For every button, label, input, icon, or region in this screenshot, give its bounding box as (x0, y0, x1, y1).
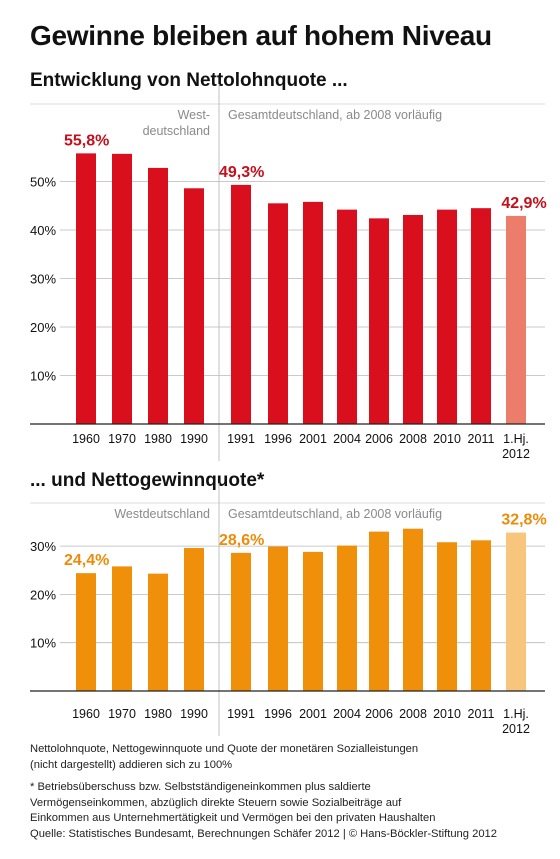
y-tick-label: 10% (30, 369, 56, 384)
data-label: 49,3% (219, 164, 264, 181)
note-line: Nettolohnquote, Nettogewinnquote und Quo… (30, 743, 419, 755)
x-tick-label: 1980 (144, 707, 172, 721)
x-tick-label: 2006 (365, 707, 393, 721)
x-tick-label: 1960 (72, 707, 100, 721)
bar (76, 153, 96, 424)
x-tick-label: 1960 (72, 432, 100, 446)
x-tick-label: 2008 (399, 432, 427, 446)
x-tick-label: 1970 (108, 707, 136, 721)
y-tick-label: 30% (30, 539, 56, 554)
bar (303, 201, 323, 424)
x-tick-label: 1.Hj. (503, 432, 529, 446)
x-tick-label: 2001 (299, 432, 327, 446)
data-label: 32,8% (501, 512, 546, 529)
y-tick-label: 20% (30, 320, 56, 335)
bar (437, 542, 457, 691)
bar (337, 209, 357, 424)
bar (231, 184, 251, 424)
y-tick-label: 40% (30, 223, 56, 238)
data-label: 24,4% (64, 552, 109, 569)
bar (471, 540, 491, 691)
x-tick-label: 2004 (333, 432, 361, 446)
x-tick-label: 2006 (365, 432, 393, 446)
bar (303, 551, 323, 691)
data-label: 28,6% (219, 532, 264, 549)
bar (268, 203, 288, 424)
bar (231, 552, 251, 691)
chart-title: Gewinne bleiben auf hohem Niveau (30, 20, 492, 51)
footnote-line: Vermögenseinkommen, abzüglich direkte St… (30, 796, 402, 809)
x-tick-label: 1991 (227, 707, 255, 721)
x-tick-label: 2008 (399, 707, 427, 721)
bar (506, 215, 526, 424)
bar (148, 167, 168, 425)
bar (506, 532, 526, 691)
bar (148, 573, 168, 691)
source-line: Quelle: Statistisches Bundesamt, Berechn… (30, 827, 497, 840)
bar (471, 208, 491, 424)
nettogewinnquote-chart: 10% 20% 30% Westdeutschland Gesamtdeutschlan… (30, 483, 547, 736)
chart1-subtitle: Entwicklung von Nettolohnquote ... (30, 70, 348, 91)
x-tick-label: 2011 (468, 432, 495, 446)
x-tick-label: 2012 (502, 722, 530, 736)
data-label: 42,9% (501, 195, 546, 212)
x-tick-label: 2012 (502, 447, 530, 461)
bar (112, 566, 132, 691)
panel-label-west: Westdeutschland (114, 507, 210, 521)
x-tick-label: 1990 (180, 432, 208, 446)
x-tick-label: 2010 (433, 707, 461, 721)
bar (403, 528, 423, 691)
panel-label-west: West- (178, 108, 210, 122)
nettolohnquote-chart: 10% 20% 30% 40% 50% West-deutschland Gesamtdeu… (30, 84, 547, 461)
x-tick-label: 1996 (264, 432, 292, 446)
bar (337, 545, 357, 691)
x-tick-label: 1980 (144, 432, 172, 446)
data-label: 55,8% (64, 132, 109, 149)
panel-label-gesamt: Gesamtdeutschland, ab 2008 vorläufig (228, 108, 442, 122)
x-tick-label: 1.Hj. (503, 707, 529, 721)
footnote-line: * Betriebsüberschuss bzw. Selbstständige… (30, 781, 371, 794)
x-tick-label: 1970 (108, 432, 136, 446)
panel-label-gesamt: Gesamtdeutschland, ab 2008 vorläufig (228, 507, 442, 521)
bar (112, 153, 132, 425)
x-tick-label: 2004 (333, 707, 361, 721)
footnotes: Nettolohnquote, Nettogewinnquote und Quo… (30, 742, 545, 843)
footnote-line: Einkommen aus Unternehmertätigkeit und V… (30, 812, 436, 825)
chart2-subtitle: ... und Nettogewinnquote* (30, 470, 265, 491)
bar (437, 209, 457, 424)
x-tick-label: 2010 (433, 432, 461, 446)
y-tick-label: 50% (30, 175, 56, 190)
bar (184, 188, 204, 424)
bar (403, 214, 423, 424)
y-tick-label: 10% (30, 636, 56, 651)
bar (369, 531, 389, 691)
y-tick-label: 20% (30, 587, 56, 602)
bar (76, 573, 96, 691)
panel-label-west: deutschland (143, 124, 210, 138)
x-tick-label: 1990 (180, 707, 208, 721)
note-line: (nicht dargestellt) addieren sich zu 100… (30, 758, 233, 771)
x-tick-label: 2011 (468, 707, 495, 721)
x-tick-label: 1991 (227, 432, 255, 446)
y-tick-label: 30% (30, 272, 56, 287)
bar (268, 546, 288, 691)
bar (184, 548, 204, 691)
x-tick-label: 1996 (264, 707, 292, 721)
bar (369, 218, 389, 424)
x-tick-label: 2001 (299, 707, 327, 721)
